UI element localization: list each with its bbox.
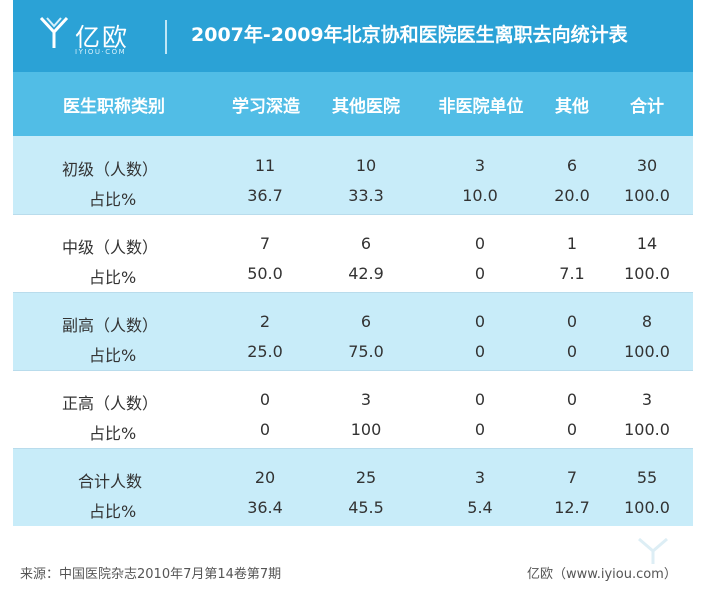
logo-y-icon xyxy=(39,16,69,48)
count-cell: 7 xyxy=(259,234,271,253)
row-label: 占比% xyxy=(89,424,137,443)
percent-cell: 50.0 xyxy=(247,264,283,283)
count-cell: 0 xyxy=(474,390,486,409)
row-label: 中级（人数） xyxy=(62,238,159,257)
count-cell: 3 xyxy=(641,390,653,409)
count-cell: 11 xyxy=(254,156,276,175)
count-cell: 7 xyxy=(566,468,578,487)
percent-cell: 0 xyxy=(474,342,486,361)
percent-cell: 42.9 xyxy=(348,264,384,283)
title-bar: 亿欧 IYIOU·COM 2007年-2009年北京协和医院医生离职去向统计表 xyxy=(13,0,693,72)
table-row-group xyxy=(13,136,693,214)
count-cell: 3 xyxy=(474,156,486,175)
count-cell: 0 xyxy=(566,312,578,331)
count-cell: 0 xyxy=(474,312,486,331)
count-cell: 20 xyxy=(254,468,276,487)
row-divider xyxy=(13,214,693,215)
percent-cell: 100.0 xyxy=(624,342,670,361)
table-row-group xyxy=(13,370,693,448)
percent-cell: 25.0 xyxy=(247,342,283,361)
percent-cell: 100 xyxy=(350,420,382,439)
percent-cell: 45.5 xyxy=(348,498,384,517)
row-divider xyxy=(13,448,693,449)
row-label: 副高（人数） xyxy=(62,316,159,335)
percent-cell: 100.0 xyxy=(624,186,670,205)
percent-cell: 100.0 xyxy=(624,420,670,439)
table-row-group xyxy=(13,292,693,370)
source-note: 来源：中国医院杂志2010年7月第14卷第7期 xyxy=(20,567,282,582)
page-title: 2007年-2009年北京协和医院医生离职去向统计表 xyxy=(191,24,628,46)
count-cell: 6 xyxy=(566,156,578,175)
count-cell: 14 xyxy=(636,234,658,253)
logo-text: 亿欧 xyxy=(75,23,130,52)
row-label: 占比% xyxy=(89,502,137,521)
percent-cell: 0 xyxy=(474,420,486,439)
percent-cell: 0 xyxy=(566,420,578,439)
row-label: 占比% xyxy=(89,346,137,365)
column-header: 其他医院 xyxy=(332,97,400,117)
column-header: 非医院单位 xyxy=(438,97,524,117)
percent-cell: 0 xyxy=(474,264,486,283)
table-row-group xyxy=(13,214,693,292)
percent-cell: 33.3 xyxy=(348,186,384,205)
column-header: 其他 xyxy=(555,97,589,117)
count-cell: 8 xyxy=(641,312,653,331)
row-divider xyxy=(13,370,693,371)
count-cell: 55 xyxy=(636,468,658,487)
column-header: 医生职称类别 xyxy=(63,97,165,117)
row-label: 合计人数 xyxy=(78,472,143,491)
table-column-header: 医生职称类别 学习深造 其他医院 非医院单位 其他 合计 xyxy=(13,72,693,136)
row-label: 占比% xyxy=(89,190,137,209)
count-cell: 0 xyxy=(259,390,271,409)
header-divider xyxy=(165,20,167,54)
percent-cell: 0 xyxy=(259,420,271,439)
count-cell: 2 xyxy=(259,312,271,331)
percent-cell: 36.7 xyxy=(247,186,283,205)
count-cell: 3 xyxy=(360,390,372,409)
count-cell: 6 xyxy=(360,312,372,331)
count-cell: 10 xyxy=(355,156,377,175)
percent-cell: 5.4 xyxy=(467,498,493,517)
column-header: 合计 xyxy=(630,97,664,117)
percent-cell: 100.0 xyxy=(624,264,670,283)
row-label: 初级（人数） xyxy=(62,160,159,179)
logo: 亿欧 IYIOU·COM xyxy=(39,10,149,62)
table-row-group xyxy=(13,448,693,526)
percent-cell: 75.0 xyxy=(348,342,384,361)
percent-cell: 10.0 xyxy=(462,186,498,205)
count-cell: 30 xyxy=(636,156,658,175)
row-label: 正高（人数） xyxy=(62,394,159,413)
count-cell: 3 xyxy=(474,468,486,487)
count-cell: 6 xyxy=(360,234,372,253)
watermark-logo-icon xyxy=(638,537,668,564)
row-label: 占比% xyxy=(89,268,137,287)
count-cell: 0 xyxy=(474,234,486,253)
count-cell: 25 xyxy=(355,468,377,487)
percent-cell: 36.4 xyxy=(247,498,283,517)
percent-cell: 20.0 xyxy=(554,186,590,205)
logo-subtext: IYIOU·COM xyxy=(75,48,127,56)
count-cell: 0 xyxy=(566,390,578,409)
percent-cell: 0 xyxy=(566,342,578,361)
percent-cell: 7.1 xyxy=(559,264,585,283)
brand-credit: 亿欧（www.iyiou.com） xyxy=(527,567,677,582)
percent-cell: 12.7 xyxy=(554,498,590,517)
count-cell: 1 xyxy=(566,234,578,253)
row-divider xyxy=(13,292,693,293)
column-header: 学习深造 xyxy=(232,97,300,117)
percent-cell: 100.0 xyxy=(624,498,670,517)
